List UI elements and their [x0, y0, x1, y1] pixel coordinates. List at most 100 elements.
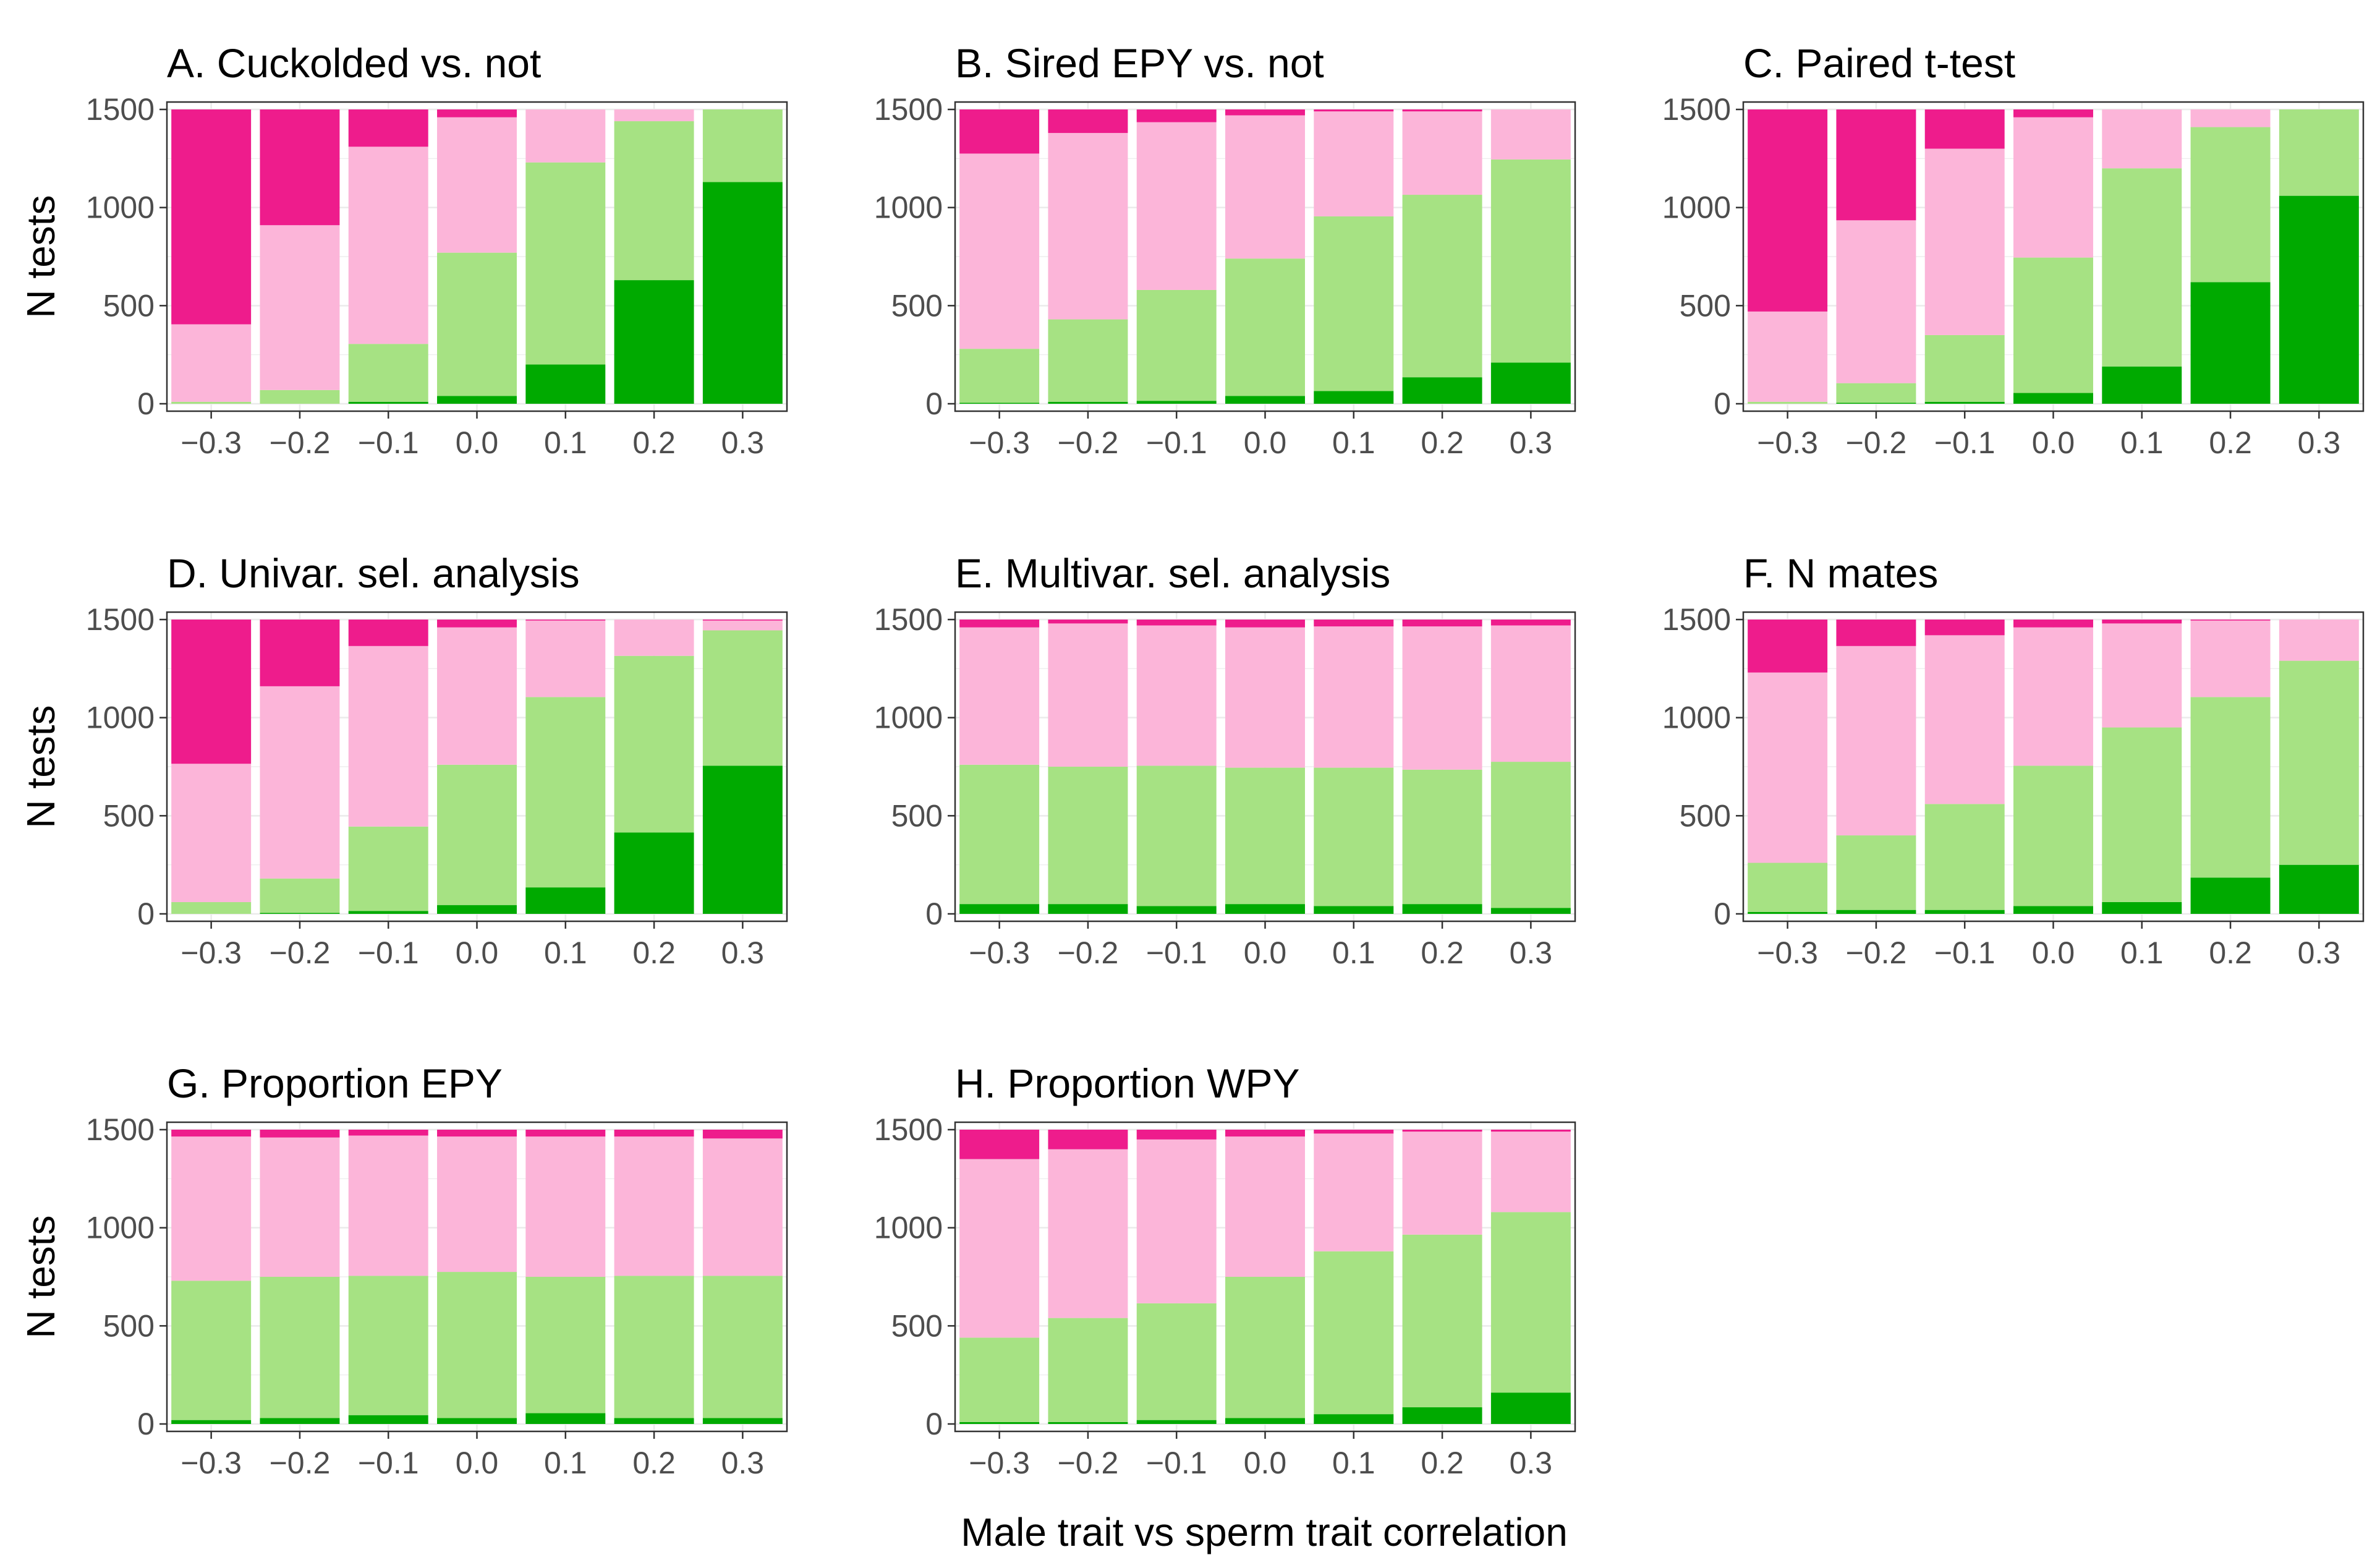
x-tick-label: 0.2	[632, 425, 676, 460]
bar-segment-dark-pink	[1314, 1130, 1394, 1134]
bar-segment-dark-pink	[1836, 109, 1916, 221]
bar-segment-light-green	[2190, 697, 2271, 878]
bar-segment-dark-green	[1225, 396, 1305, 404]
y-axis-title: N tests	[19, 1215, 63, 1338]
x-tick-label: −0.3	[1757, 936, 1818, 970]
bar-segment-light-green	[2013, 765, 2093, 906]
x-tick-label: −0.3	[969, 425, 1030, 460]
bar-segment-dark-pink	[1136, 109, 1217, 122]
x-tick-label: 0.0	[2032, 936, 2075, 970]
bar-segment-dark-green	[1048, 1421, 1128, 1424]
x-tick-label: 0.1	[1332, 1446, 1375, 1480]
x-tick-label: −0.3	[969, 1446, 1030, 1480]
bar-segment-dark-green	[1048, 401, 1128, 404]
x-tick-label: 0.1	[2120, 936, 2164, 970]
x-tick-label: 0.3	[721, 936, 765, 970]
bar-segment-light-pink	[348, 646, 428, 827]
x-tick-label: 0.3	[1510, 425, 1553, 460]
bar-segment-light-pink	[437, 1136, 517, 1272]
x-tick-label: −0.3	[1757, 425, 1818, 460]
bar-segment-dark-pink	[348, 1130, 428, 1136]
bar-segment-light-green	[959, 349, 1040, 403]
y-tick-label: 500	[103, 288, 155, 323]
bar-segment-light-green	[2279, 660, 2359, 865]
bar-segment-dark-green	[1225, 904, 1305, 914]
bar-segment-light-green	[1314, 216, 1394, 391]
bar-segment-light-pink	[2190, 109, 2271, 127]
x-tick-label: 0.2	[2209, 425, 2252, 460]
bar-segment-light-green	[702, 630, 783, 766]
bar-segment-light-green	[525, 1277, 606, 1413]
bar-segment-light-green	[1402, 1234, 1482, 1408]
bar-segment-light-pink	[1924, 635, 2005, 804]
x-tick-label: 0.2	[632, 1446, 676, 1480]
x-tick-label: 0.0	[456, 1446, 499, 1480]
x-tick-label: 0.1	[544, 425, 587, 460]
bar-segment-light-pink	[614, 1136, 694, 1276]
bar-segment-dark-green	[1048, 904, 1128, 914]
bar-segment-dark-green	[702, 182, 783, 404]
bar-segment-dark-green	[959, 1421, 1040, 1424]
panel-title: F. N mates	[1743, 550, 1938, 596]
bar-segment-light-pink	[348, 147, 428, 344]
bar-segment-dark-green	[1136, 401, 1217, 404]
bar-segment-light-pink	[1490, 109, 1571, 160]
bar-segment-light-green	[2102, 168, 2182, 367]
x-tick-label: −0.3	[181, 936, 242, 970]
bar-segment-dark-green	[702, 1418, 783, 1424]
chart-panel: D. Univar. sel. analysis 0 500 1000 1500 −0.3…	[19, 550, 788, 970]
bar-segment-dark-green	[525, 364, 606, 404]
bar-segment-light-pink	[260, 686, 340, 879]
bar-segment-light-green	[348, 1276, 428, 1415]
x-tick-label: −0.1	[1146, 936, 1207, 970]
bar-segment-light-pink	[614, 109, 694, 122]
bar-segment-dark-pink	[437, 1130, 517, 1137]
x-tick-label: −0.1	[1146, 425, 1207, 460]
y-tick-label: 0	[925, 1407, 943, 1441]
bar-segment-light-pink	[525, 109, 606, 163]
bar-segment-light-pink	[2279, 620, 2359, 661]
panel-title: E. Multivar. sel. analysis	[955, 550, 1390, 596]
bar-segment-dark-pink	[1924, 620, 2005, 636]
bar-segment-dark-green	[260, 913, 340, 914]
bar-segment-light-pink	[1402, 1132, 1482, 1235]
y-tick-label: 0	[137, 386, 155, 421]
bar-segment-dark-pink	[702, 1130, 783, 1139]
x-tick-label: −0.2	[1846, 936, 1907, 970]
y-tick-label: 0	[137, 1407, 155, 1441]
y-tick-label: 500	[103, 798, 155, 833]
bar-segment-dark-green	[1136, 906, 1217, 914]
bar-segment-dark-green	[260, 1418, 340, 1424]
panel-title: G. Proportion EPY	[167, 1060, 503, 1106]
bar-segment-dark-green	[2279, 864, 2359, 914]
bar-segment-dark-pink	[171, 109, 252, 325]
bar-segment-light-pink	[2190, 620, 2271, 697]
bar-segment-light-pink	[1836, 220, 1916, 383]
bar-segment-light-green	[2190, 127, 2271, 283]
bar-segment-dark-green	[1490, 1392, 1571, 1424]
bar-segment-light-pink	[437, 117, 517, 253]
bar-segment-light-pink	[437, 627, 517, 765]
bar-segment-light-green	[1490, 159, 1571, 363]
bar-segment-light-green	[1225, 767, 1305, 905]
bar-segment-dark-pink	[1225, 109, 1305, 116]
bar-segment-dark-pink	[1314, 620, 1394, 627]
bar-segment-dark-pink	[260, 109, 340, 226]
bar-segment-dark-pink	[2190, 620, 2271, 621]
bar-segment-light-green	[1490, 762, 1571, 908]
x-tick-label: 0.2	[1421, 936, 1464, 970]
y-tick-label: 1000	[874, 190, 943, 225]
bar-segment-dark-green	[171, 1420, 252, 1424]
y-tick-label: 500	[891, 288, 943, 323]
x-tick-label: 0.1	[2120, 425, 2164, 460]
bar-segment-light-green	[171, 1281, 252, 1420]
x-tick-label: −0.1	[1146, 1446, 1207, 1480]
bar-segment-light-green	[348, 826, 428, 911]
bar-segment-dark-green	[437, 1418, 517, 1424]
bar-segment-dark-green	[1836, 403, 1916, 404]
bar-segment-dark-pink	[171, 620, 252, 764]
chart-panel: G. Proportion EPY 0 500 1000 1500 −0.3 −0.2 −0.…	[19, 1060, 788, 1480]
bar-segment-light-green	[1836, 383, 1916, 403]
bar-segment-light-pink	[260, 1137, 340, 1277]
panel-title: H. Proportion WPY	[955, 1060, 1300, 1106]
